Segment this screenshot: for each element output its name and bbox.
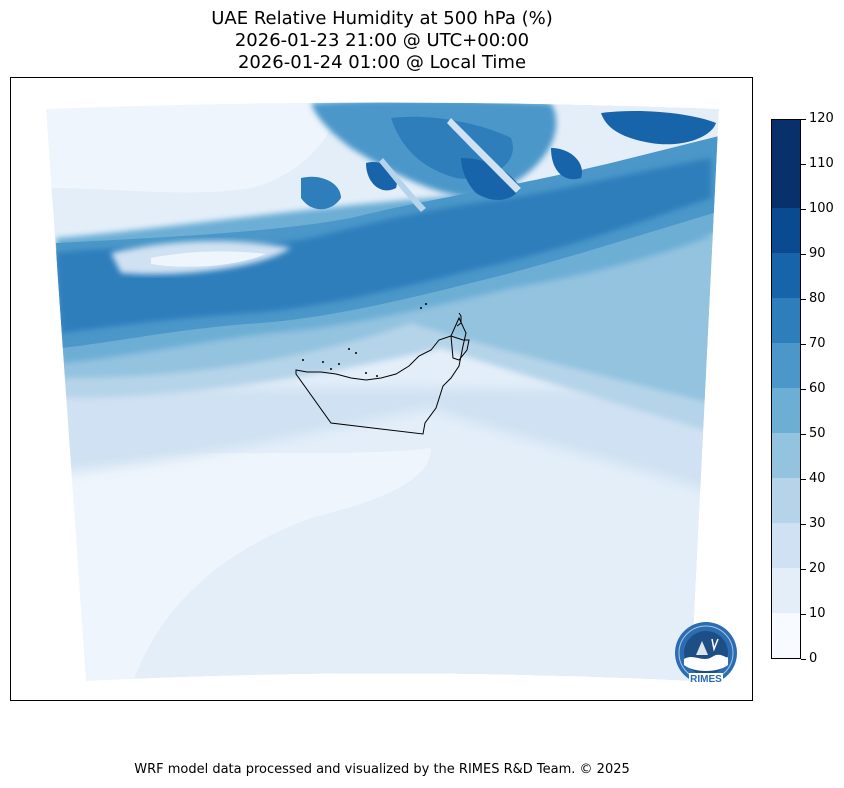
colorbar <box>771 119 801 659</box>
map-title: UAE Relative Humidity at 500 hPa (%) <box>211 8 553 29</box>
colorbar-tick <box>801 433 806 435</box>
colorbar-segment <box>772 253 800 298</box>
map-time-local: 2026-01-24 01:00 @ Local Time <box>237 52 527 73</box>
colorbar-tick <box>801 208 806 210</box>
colorbar-tick <box>801 658 806 660</box>
colorbar-tick-label: 100 <box>809 201 834 216</box>
colorbar-segment <box>772 163 800 208</box>
colorbar-tick-label: 30 <box>809 516 826 531</box>
colorbar-tick <box>801 568 806 570</box>
colorbar-tick <box>801 523 806 525</box>
map-frame: RIMES <box>10 77 753 701</box>
colorbar-segment <box>772 298 800 343</box>
colorbar-tick-label: 10 <box>809 606 826 621</box>
uae-border <box>295 316 467 435</box>
colorbar-segment <box>772 433 800 478</box>
colorbar-tick-label: 20 <box>809 561 826 576</box>
colorbar-tick-label: 40 <box>809 471 826 486</box>
colorbar-tick-label: 50 <box>809 426 826 441</box>
colorbar-tick-label: 80 <box>809 291 826 306</box>
map-time-utc: 2026-01-23 21:00 @ UTC+00:00 <box>234 30 530 51</box>
colorbar-segment <box>772 613 800 658</box>
colorbar-tick <box>801 388 806 390</box>
humidity-field <box>46 102 719 681</box>
rimes-logo: RIMES <box>675 622 737 685</box>
colorbar-segment <box>772 523 800 568</box>
colorbar-tick <box>801 298 806 300</box>
colorbar-segment <box>772 208 800 253</box>
colorbar-tick <box>801 613 806 615</box>
credit-footer: WRF model data processed and visualized … <box>134 762 630 777</box>
colorbar-tick-label: 70 <box>809 336 826 351</box>
colorbar-tick <box>801 478 806 480</box>
colorbar-segment <box>772 568 800 613</box>
colorbar-tick-label: 0 <box>809 651 818 666</box>
colorbar-tick <box>801 118 806 120</box>
colorbar-segment <box>772 120 800 163</box>
colorbar-tick-label: 60 <box>809 381 826 396</box>
svg-text:RIMES: RIMES <box>690 674 722 685</box>
humidity-map: RIMES <box>11 78 752 700</box>
colorbar-tick <box>801 253 806 255</box>
colorbar-tick-label: 90 <box>809 246 826 261</box>
colorbar-segment <box>772 343 800 388</box>
colorbar-tick <box>801 163 806 165</box>
colorbar-tick <box>801 343 806 345</box>
colorbar-tick-label: 110 <box>809 156 834 171</box>
colorbar-tick-label: 120 <box>809 111 834 126</box>
colorbar-segment <box>772 388 800 433</box>
colorbar-segment <box>772 478 800 523</box>
uae-islands <box>302 303 427 377</box>
